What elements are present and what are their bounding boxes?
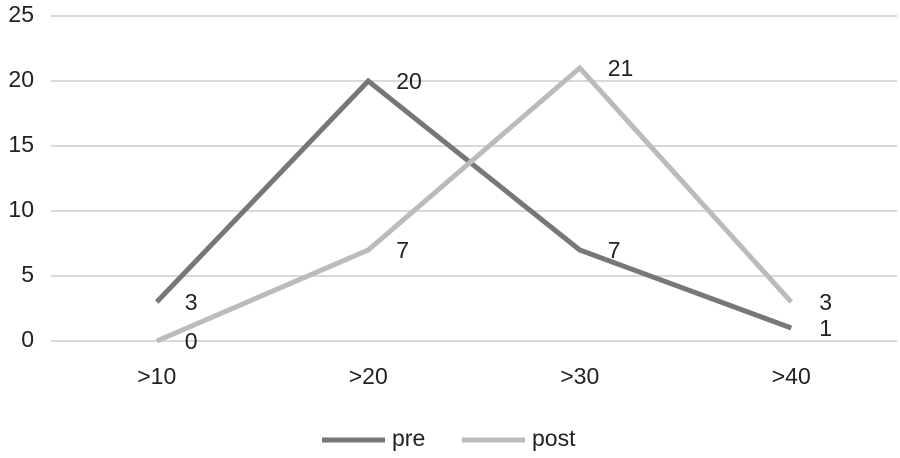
y-tick-label: 20 [8, 66, 34, 92]
x-tick-label: >40 [772, 363, 811, 389]
data-label: 7 [608, 237, 621, 263]
data-label: 0 [185, 328, 198, 354]
data-label: 1 [819, 315, 832, 341]
data-label: 3 [185, 289, 198, 315]
y-tick-label: 25 [8, 1, 34, 27]
y-tick-label: 15 [8, 131, 34, 157]
series-line [155, 64, 794, 344]
data-label: 7 [396, 237, 409, 263]
y-tick-label: 5 [21, 261, 34, 287]
legend-label: post [532, 425, 576, 451]
x-tick-label: >20 [349, 363, 388, 389]
legend-label: pre [392, 425, 425, 451]
y-tick-label: 10 [8, 196, 34, 222]
data-label: 21 [608, 55, 634, 81]
data-label: 3 [819, 289, 832, 315]
x-tick-label: >10 [137, 363, 176, 389]
x-tick-label: >30 [560, 363, 599, 389]
data-label: 20 [396, 68, 422, 94]
y-tick-label: 0 [21, 326, 34, 352]
series-line [154, 77, 793, 331]
